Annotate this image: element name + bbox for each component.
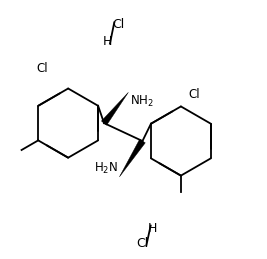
Text: Cl: Cl — [37, 61, 48, 75]
Text: NH$_2$: NH$_2$ — [130, 94, 154, 109]
Text: Cl: Cl — [112, 18, 124, 31]
Text: Cl: Cl — [136, 237, 149, 250]
Text: Cl: Cl — [188, 88, 199, 102]
Text: H$_2$N: H$_2$N — [94, 161, 118, 176]
Polygon shape — [119, 139, 145, 177]
Text: H: H — [148, 222, 158, 235]
Polygon shape — [101, 92, 128, 125]
Text: H: H — [103, 35, 113, 48]
